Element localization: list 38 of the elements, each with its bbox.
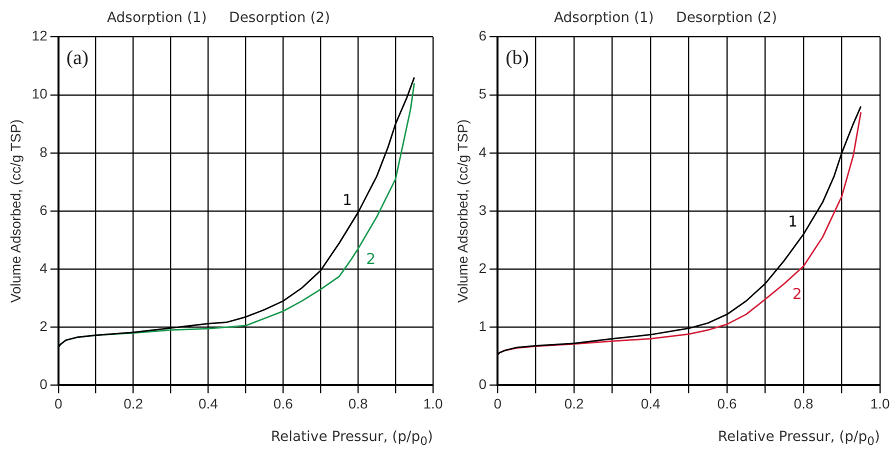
y-tick-label: 2 xyxy=(40,318,48,334)
y-tick-label: 0 xyxy=(40,376,48,392)
x-tick-label: 0 xyxy=(54,395,62,412)
y-axis-title: Volume Adsorbed, (cc/g TSP) xyxy=(7,119,24,303)
x-tick-label: 0.4 xyxy=(198,395,218,412)
y-tick-label: 0 xyxy=(478,376,487,392)
x-tick-label: 0.8 xyxy=(794,395,814,412)
y-axis-title: Volume Adsorbed, (cc/g TSP) xyxy=(454,119,470,303)
y-tick-label: 6 xyxy=(478,28,487,44)
y-tick-label: 6 xyxy=(40,202,48,218)
x-tick-label: 0.8 xyxy=(348,395,368,412)
series-label: 1 xyxy=(788,212,798,231)
y-tick-label: 2 xyxy=(478,260,487,276)
series-label: 1 xyxy=(342,190,352,209)
y-tick-label: 1 xyxy=(478,318,487,334)
chart-title: Adsorption (1) Desorption (2) xyxy=(106,10,330,26)
x-tick-label: 1.0 xyxy=(870,395,890,412)
x-axis-title: Relative Pressur, (p/p$_{0}$) xyxy=(270,429,433,448)
y-tick-label: 3 xyxy=(478,202,487,218)
x-tick-label: 0 xyxy=(494,395,502,412)
series-label: 2 xyxy=(366,250,376,268)
y-tick-label: 12 xyxy=(32,28,48,44)
x-tick-label: 0.2 xyxy=(124,395,144,412)
annotation: (b) xyxy=(506,47,529,70)
y-tick-label: 8 xyxy=(40,144,48,160)
x-tick-label: 0.2 xyxy=(564,395,584,412)
x-tick-label: 0.6 xyxy=(273,395,294,412)
y-tick-label: 4 xyxy=(478,144,487,160)
x-tick-label: 1.0 xyxy=(423,395,443,412)
annotation: (a) xyxy=(66,47,89,70)
x-tick-label: 0.6 xyxy=(717,395,737,412)
series-label: 2 xyxy=(792,284,802,303)
y-tick-label: 4 xyxy=(40,260,48,276)
chart-title: Adsorption (1) Desorption (2) xyxy=(554,10,778,26)
y-tick-label: 5 xyxy=(478,86,487,102)
x-tick-label: 0.4 xyxy=(640,395,660,412)
x-axis-title: Relative Pressur, (p/p$_{0}$) xyxy=(718,429,880,448)
y-tick-label: 10 xyxy=(32,86,48,102)
